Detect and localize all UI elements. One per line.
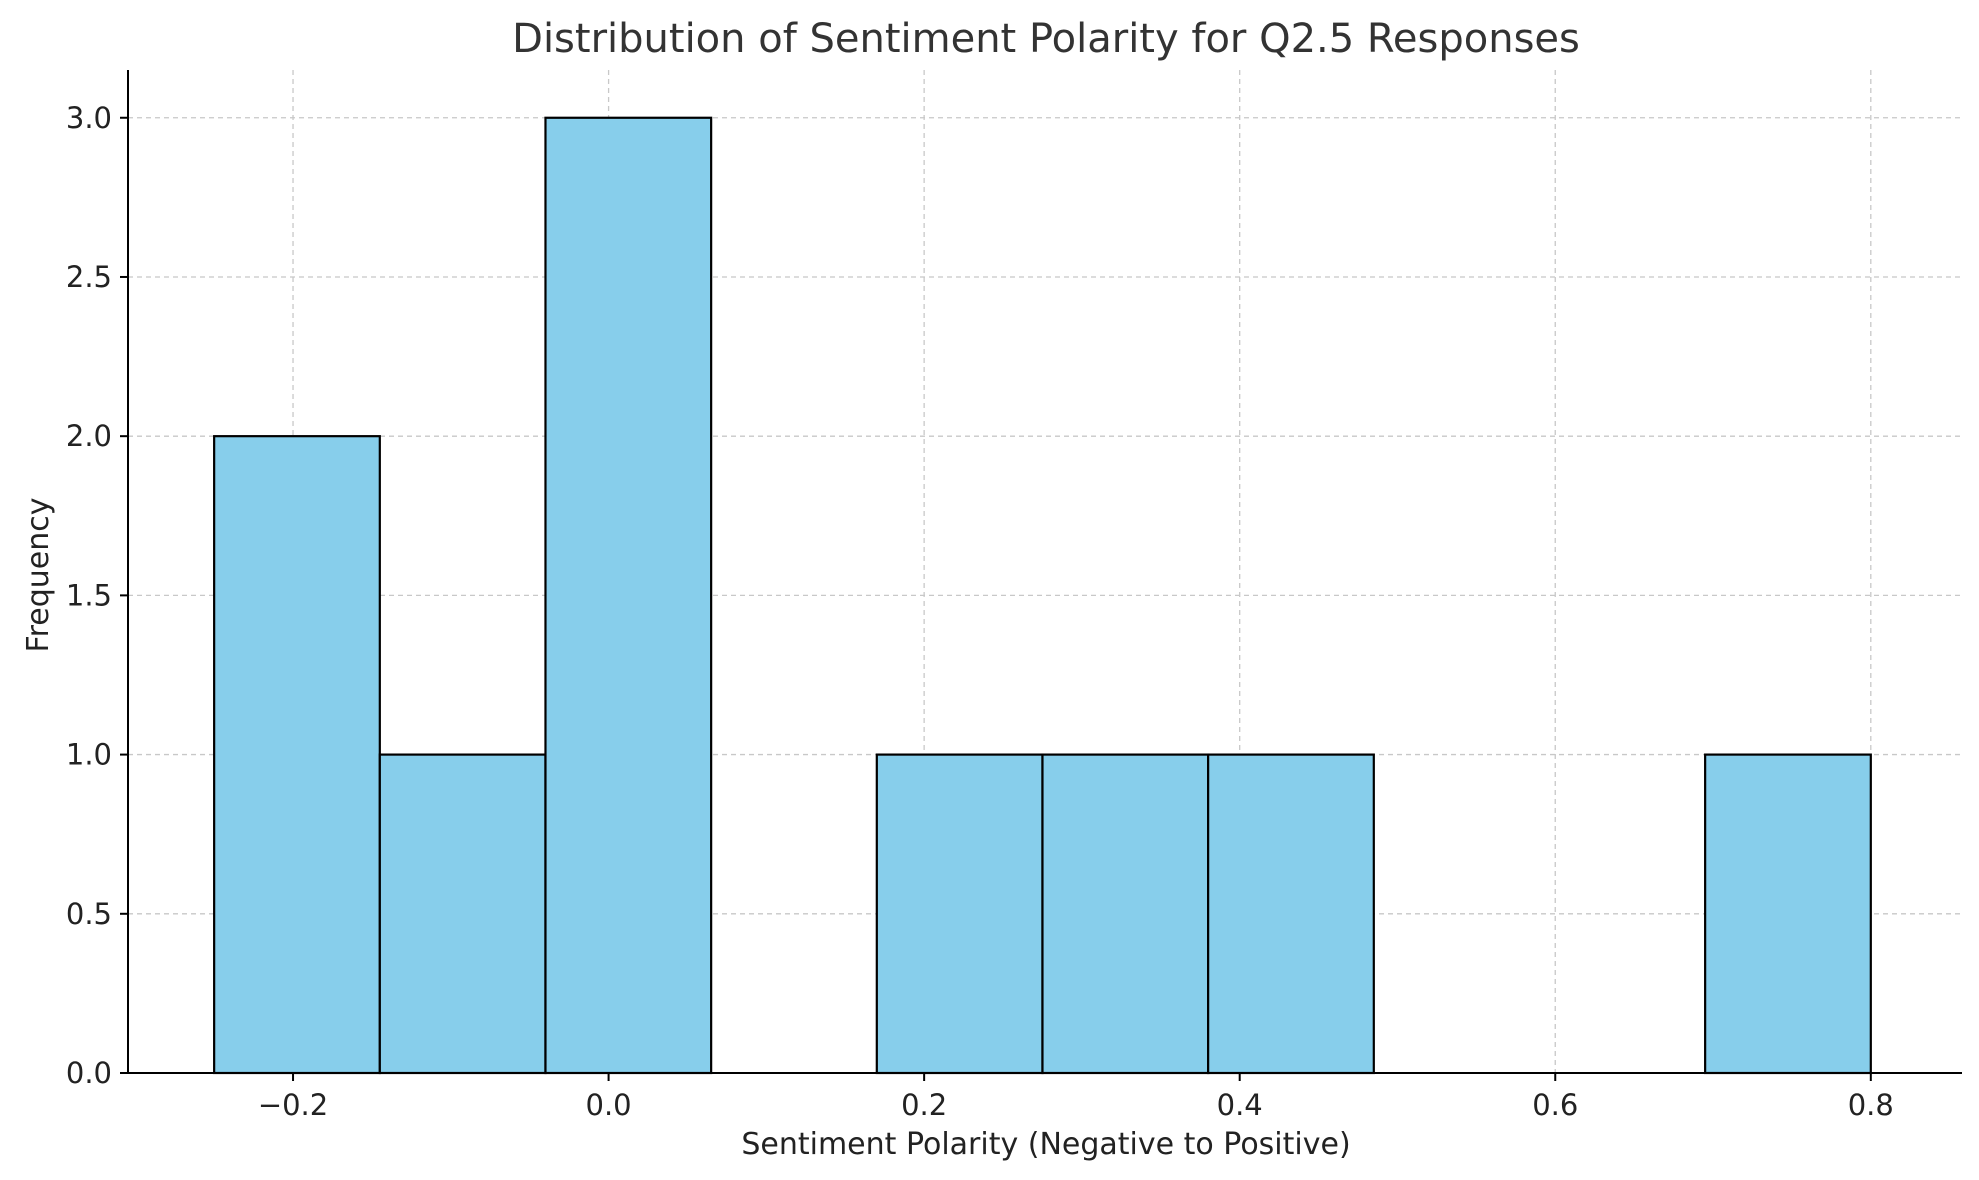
x-tick-label: −0.2 — [258, 1088, 328, 1122]
histogram-bar — [1207, 753, 1375, 1075]
y-tick-label: 2.5 — [66, 260, 112, 294]
histogram-bar — [875, 753, 1044, 1075]
x-tick-label: 0.8 — [1848, 1088, 1894, 1122]
histogram-bar — [544, 116, 713, 1075]
ticks-layer: −0.2 0.0 0.2 0.4 0.6 0.8 0.0 0.5 1.0 1.5 2.0 2.5 3.0 — [66, 101, 1894, 1122]
x-axis-label: Sentiment Polarity (Negative to Positive… — [741, 1127, 1350, 1162]
bars-layer — [213, 116, 1872, 1075]
histogram-bar — [213, 435, 381, 1075]
axes-layer — [127, 70, 1962, 1074]
histogram-bar — [378, 753, 547, 1075]
x-tick-label: 0.0 — [586, 1088, 632, 1122]
x-tick-label: 0.4 — [1217, 1088, 1263, 1122]
y-tick-label: 2.0 — [66, 419, 112, 453]
y-tick-label: 1.5 — [66, 578, 112, 612]
chart-title: Distribution of Sentiment Polarity for Q… — [512, 16, 1580, 62]
y-tick-label: 3.0 — [66, 101, 112, 135]
x-tick-label: 0.2 — [901, 1088, 947, 1122]
histogram-bar — [1041, 753, 1210, 1075]
histogram-bar — [1704, 753, 1872, 1075]
y-tick-label: 1.0 — [66, 738, 112, 772]
y-tick-label: 0.0 — [66, 1056, 112, 1090]
y-tick-label: 0.5 — [66, 897, 112, 931]
y-axis-label: Frequency — [21, 498, 56, 653]
x-tick-label: 0.6 — [1532, 1088, 1578, 1122]
